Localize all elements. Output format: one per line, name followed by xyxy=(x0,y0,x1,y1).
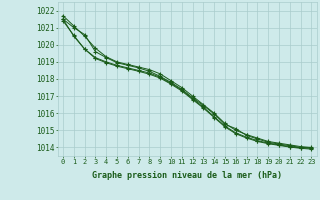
X-axis label: Graphe pression niveau de la mer (hPa): Graphe pression niveau de la mer (hPa) xyxy=(92,171,282,180)
